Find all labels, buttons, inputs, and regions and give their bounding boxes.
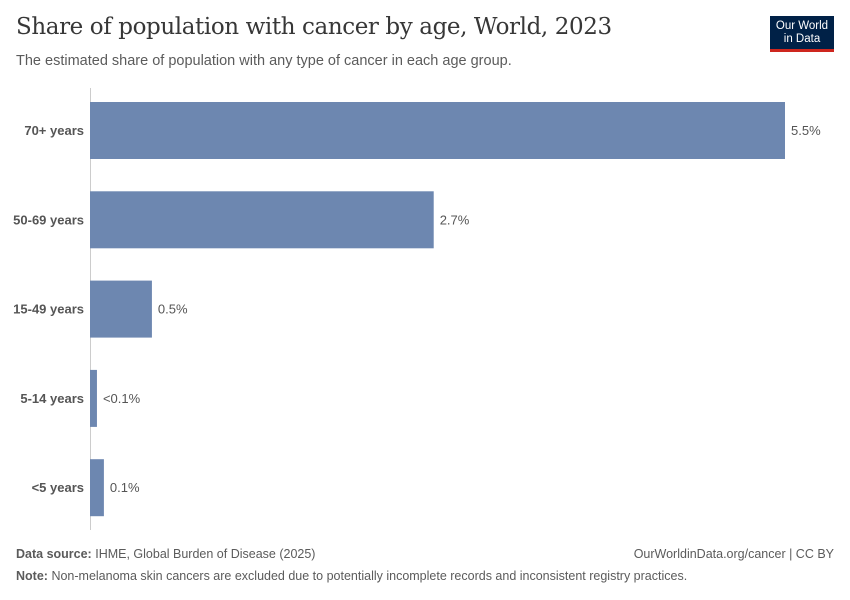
bar[interactable] bbox=[90, 459, 104, 517]
source-link[interactable]: OurWorldinData.org/cancer | CC BY bbox=[633, 547, 834, 561]
category-label: 50-69 years bbox=[13, 212, 84, 227]
data-label: 5.5% bbox=[791, 123, 821, 138]
data-label: <0.1% bbox=[103, 391, 141, 406]
owid-logo[interactable]: Our World in Data bbox=[770, 16, 834, 52]
bar[interactable] bbox=[90, 280, 152, 338]
chart-subtitle: The estimated share of population with a… bbox=[16, 53, 512, 69]
bar[interactable] bbox=[90, 191, 434, 249]
category-label: <5 years bbox=[32, 480, 84, 495]
bar[interactable] bbox=[90, 102, 785, 159]
data-label: 0.5% bbox=[158, 302, 188, 317]
data-label: 2.7% bbox=[440, 212, 470, 227]
chart-title: Share of population with cancer by age, … bbox=[16, 14, 612, 40]
category-label: 5-14 years bbox=[20, 391, 84, 406]
category-label: 15-49 years bbox=[13, 302, 84, 317]
category-label: 70+ years bbox=[24, 123, 84, 138]
bar[interactable] bbox=[90, 369, 97, 427]
note: Note: Non-melanoma skin cancers are excl… bbox=[16, 569, 688, 583]
data-source: Data source: IHME, Global Burden of Dise… bbox=[16, 547, 316, 561]
data-label: 0.1% bbox=[110, 480, 140, 495]
